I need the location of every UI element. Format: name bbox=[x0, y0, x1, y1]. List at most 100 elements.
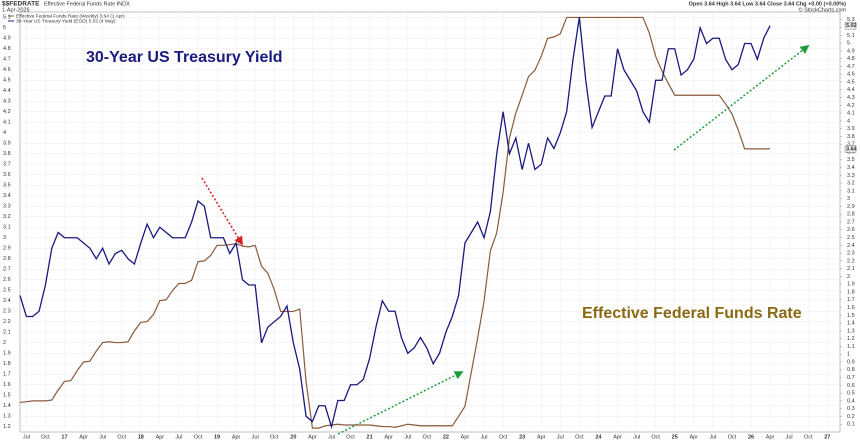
x-tick-label: Oct bbox=[499, 434, 508, 440]
y-tick-label: 2.4 bbox=[3, 298, 11, 304]
y-tick-label: 3.6 bbox=[3, 172, 11, 178]
y-tick-label: 3.9 bbox=[3, 141, 11, 147]
y-tick-label: 1.6 bbox=[3, 382, 11, 388]
date: 1-Apr-2026 bbox=[2, 7, 30, 13]
y2-tick-label: 0.9 bbox=[847, 359, 855, 365]
x-tick-label: Jul bbox=[23, 434, 30, 440]
last-value-box bbox=[844, 21, 857, 30]
y2-tick-label: 5 bbox=[847, 41, 850, 47]
y2-tick-label: 1.5 bbox=[847, 313, 855, 319]
x-tick-label: Jul bbox=[557, 434, 564, 440]
y-tick-label: 5.1 bbox=[3, 15, 11, 21]
y2-tick-label: 4.9 bbox=[847, 48, 855, 54]
x-tick-label: 26 bbox=[748, 434, 754, 440]
x-tick-label: Oct bbox=[41, 434, 50, 440]
y2-tick-label: 2.5 bbox=[847, 235, 855, 241]
y-tick-label: 1.9 bbox=[3, 351, 11, 357]
y-tick-label: 3.3 bbox=[3, 204, 11, 210]
y2-tick-label: 1.8 bbox=[847, 289, 855, 295]
credit: © StockCharts.com bbox=[799, 6, 847, 13]
annotation: 30-Year US Treasury Yield bbox=[86, 49, 283, 66]
y-tick-label: 2 bbox=[3, 340, 6, 346]
y2-tick-label: 1.1 bbox=[847, 344, 855, 350]
x-tick-label: 24 bbox=[595, 434, 602, 440]
x-tick-label: Oct bbox=[117, 434, 126, 440]
y-tick-label: 1.4 bbox=[3, 403, 11, 409]
series-line bbox=[19, 16, 771, 429]
x-tick-label: Jul bbox=[99, 434, 106, 440]
x-tick-label: Oct bbox=[728, 434, 737, 440]
y2-tick-label: 2.8 bbox=[847, 212, 855, 218]
y2-tick-label: 0.3 bbox=[847, 406, 855, 412]
y-tick-label: 2.1 bbox=[3, 330, 11, 336]
x-tick-label: Jul bbox=[175, 434, 182, 440]
y2-tick-label: 1.2 bbox=[847, 336, 855, 342]
y-tick-label: 4 bbox=[3, 130, 6, 136]
y2-tick-label: 4 bbox=[847, 118, 850, 124]
x-tick-label: Oct bbox=[575, 434, 584, 440]
y2-tick-label: 2 bbox=[847, 274, 850, 280]
legend-label: 30-Year US Treasury Yield (EOD) 5.02 (4 … bbox=[16, 18, 116, 24]
legend-label: Effective Federal Funds Rate (Weekly) 3.… bbox=[16, 13, 125, 19]
last-value-label: 3.64 bbox=[846, 146, 858, 152]
x-tick-label: 17 bbox=[61, 434, 67, 440]
y2-tick-label: 4.7 bbox=[847, 64, 855, 70]
y-tick-label: 3.2 bbox=[3, 214, 11, 220]
y2-tick-label: 4.8 bbox=[847, 56, 855, 62]
y-tick-label: 2.6 bbox=[3, 277, 11, 283]
y-tick-label: 3.5 bbox=[3, 183, 11, 189]
x-tick-label: 23 bbox=[519, 434, 525, 440]
x-tick-label: 18 bbox=[138, 434, 144, 440]
y2-tick-label: 1.4 bbox=[847, 321, 855, 327]
y-tick-label: 1.2 bbox=[3, 424, 11, 430]
y2-tick-label: 4.2 bbox=[847, 103, 855, 109]
y2-tick-label: 0.4 bbox=[847, 398, 855, 404]
series-line bbox=[19, 17, 771, 430]
symbol: $$FEDRATE bbox=[2, 1, 40, 8]
y2-tick-label: 5.1 bbox=[847, 33, 855, 39]
y-tick-label: 2.5 bbox=[3, 288, 11, 294]
x-tick-label: Apr bbox=[766, 434, 775, 440]
y-tick-label: 2.9 bbox=[3, 246, 11, 252]
y-tick-label: 3.1 bbox=[3, 225, 11, 231]
y-tick-label: 1.5 bbox=[3, 393, 11, 399]
y2-tick-label: 1.3 bbox=[847, 328, 855, 334]
y-tick-label: 3 bbox=[3, 235, 6, 241]
y2-tick-label: 3.9 bbox=[847, 126, 855, 132]
last-value-box bbox=[844, 145, 857, 153]
x-tick-label: Apr bbox=[156, 434, 165, 440]
y2-tick-label: 2.1 bbox=[847, 266, 855, 272]
y2-tick-label: 2.9 bbox=[847, 204, 855, 210]
y-tick-label: 4.8 bbox=[3, 46, 11, 52]
y2-tick-label: 1.9 bbox=[847, 282, 855, 288]
x-tick-label: Jul bbox=[404, 434, 411, 440]
y2-tick-label: 2.2 bbox=[847, 258, 855, 264]
trend-arrow bbox=[673, 44, 810, 151]
y-tick-label: 1.3 bbox=[3, 414, 11, 420]
x-tick-label: 22 bbox=[443, 434, 449, 440]
x-tick-label: 21 bbox=[367, 434, 373, 440]
trend-arrow bbox=[201, 177, 243, 246]
x-tick-label: Jul bbox=[481, 434, 488, 440]
y2-tick-label: 4.3 bbox=[847, 95, 855, 101]
x-tick-label: Jul bbox=[786, 434, 793, 440]
y2-tick-label: 3.4 bbox=[847, 165, 855, 171]
y-tick-label: 4.5 bbox=[3, 78, 11, 84]
x-tick-label: Oct bbox=[804, 434, 813, 440]
y-tick-label: 2.2 bbox=[3, 319, 11, 325]
x-tick-label: Oct bbox=[423, 434, 432, 440]
y2-tick-label: 2.4 bbox=[847, 243, 855, 249]
x-tick-label: 20 bbox=[290, 434, 296, 440]
x-tick-label: Jul bbox=[328, 434, 335, 440]
y2-tick-label: 0.2 bbox=[847, 414, 855, 420]
plot-area bbox=[19, 11, 841, 433]
y2-tick-label: 2.6 bbox=[847, 227, 855, 233]
x-tick-label: Apr bbox=[690, 434, 699, 440]
y-tick-label: 4.4 bbox=[3, 88, 11, 94]
x-tick-label: Apr bbox=[308, 434, 317, 440]
y-tick-label: 1.7 bbox=[3, 372, 11, 378]
subtitle: Effective Federal Funds Rate INDX bbox=[44, 1, 130, 7]
y-tick-label: 4.2 bbox=[3, 109, 11, 115]
y-tick-label: 4.6 bbox=[3, 67, 11, 73]
